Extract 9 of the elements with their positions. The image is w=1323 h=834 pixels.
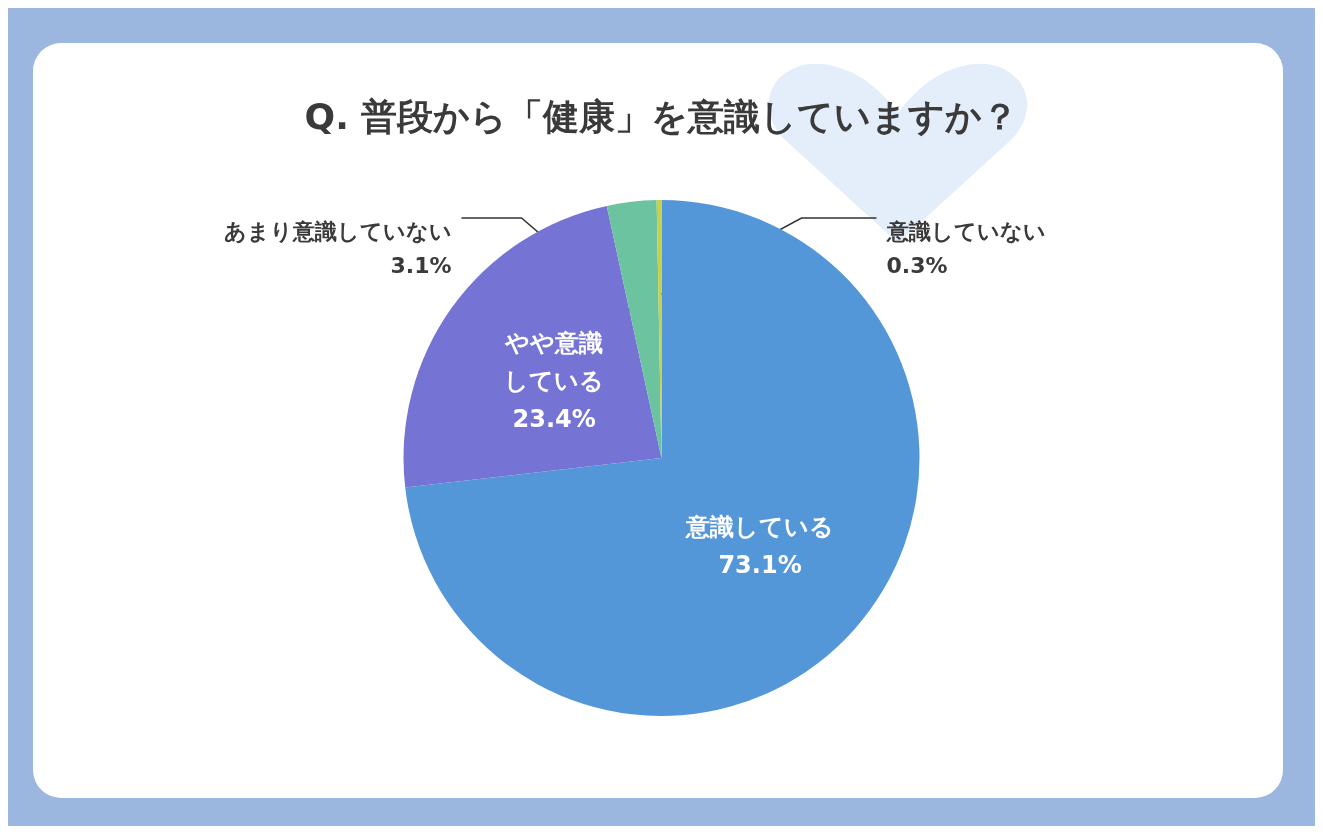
slice-label: あまり意識していない xyxy=(223,218,452,244)
slice-label: やや意識している xyxy=(504,329,605,396)
data-label: 73.1% xyxy=(718,550,802,579)
slice-label: 意識していない xyxy=(885,218,1046,244)
data-label: 3.1% xyxy=(390,252,452,278)
slice-label: 意識している xyxy=(685,512,835,541)
data-label: 0.3% xyxy=(886,252,948,278)
chart-title: Q. 普段から「健康」を意識していますか？ xyxy=(304,95,1019,137)
data-label: 23.4% xyxy=(512,405,596,434)
